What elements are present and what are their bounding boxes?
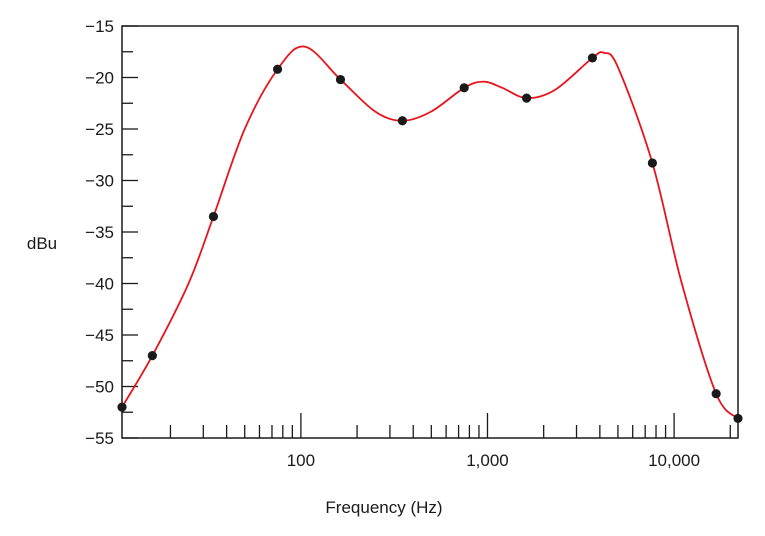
data-point <box>647 158 657 168</box>
data-points <box>117 53 743 424</box>
plot-frame <box>121 25 739 439</box>
x-tick-label: 100 <box>287 451 315 470</box>
y-tick-label: −15 <box>85 17 114 36</box>
data-point <box>733 413 743 424</box>
y-tick-label: −55 <box>85 429 114 448</box>
y-axis-label: dBu <box>27 234 57 253</box>
y-tick-label: −30 <box>85 172 114 191</box>
data-point <box>521 93 532 103</box>
y-tick-label: −40 <box>85 275 114 294</box>
y-tick-label: −25 <box>85 120 114 139</box>
data-point <box>459 83 469 93</box>
y-tick-label: −45 <box>85 326 114 345</box>
x-axis: 100 1,000 10,000 <box>169 413 731 470</box>
data-point <box>587 53 598 63</box>
y-tick-label: −35 <box>85 223 114 242</box>
data-point <box>117 402 127 412</box>
x-tick-label: 1,000 <box>466 451 509 470</box>
data-point <box>208 211 219 222</box>
x-axis-label: Frequency (Hz) <box>325 498 442 517</box>
data-point <box>147 351 157 361</box>
data-point <box>711 389 721 399</box>
data-point <box>272 64 283 74</box>
response-curve <box>121 45 739 420</box>
data-point <box>397 116 408 126</box>
x-tick-label: 10,000 <box>648 451 700 470</box>
y-axis: −15 −20 −25 −30 −35 −40 −45 −50 −55 <box>85 17 138 448</box>
data-point <box>335 74 346 85</box>
y-tick-label: −20 <box>85 69 114 88</box>
y-tick-label: −50 <box>85 378 114 397</box>
